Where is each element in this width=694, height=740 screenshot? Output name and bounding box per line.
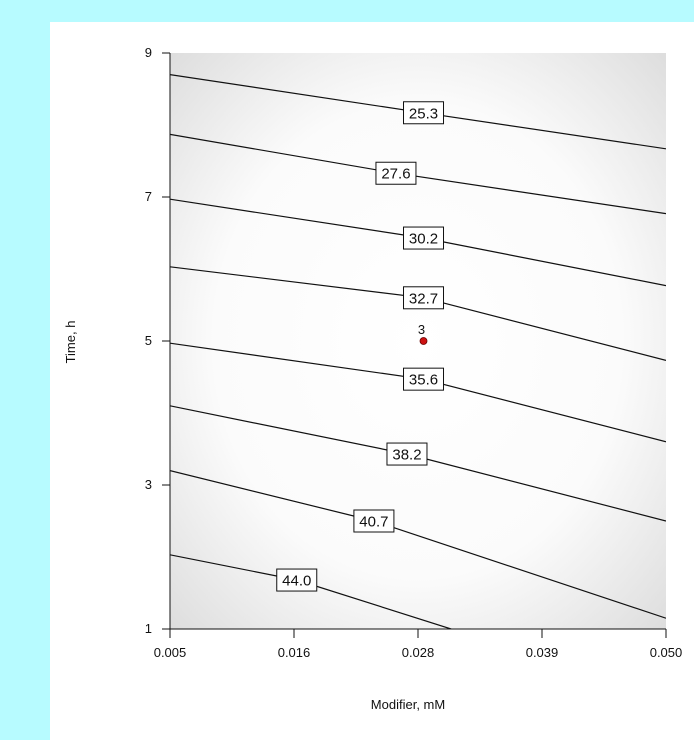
contour-label-box	[403, 286, 445, 310]
y-tick-label: 5	[145, 333, 152, 348]
chart-panel: 25.3 27.6 30.2 32.7 35.6 38.2 40.7 44.0 3 0.005…	[50, 22, 694, 740]
contour-label-box	[403, 101, 445, 125]
contour-chart: 25.3 27.6 30.2 32.7 35.6 38.2 40.7 44.0 3 0.005…	[63, 45, 683, 712]
contour-label-box	[386, 442, 428, 466]
contour-label-box	[276, 568, 318, 592]
contour-label: 32.7	[409, 290, 438, 307]
contour-label: 44.0	[282, 573, 311, 590]
contour-label: 30.2	[409, 231, 438, 248]
x-tick-label: 0.050	[650, 645, 683, 660]
contour-label: 27.6	[381, 166, 410, 183]
x-tick-label: 0.005	[154, 645, 187, 660]
y-tick-label: 3	[145, 477, 152, 492]
x-tick-label: 0.016	[278, 645, 311, 660]
design-point	[419, 337, 428, 345]
y-tick-label: 9	[145, 45, 152, 60]
y-tick-label: 7	[145, 189, 152, 204]
x-axis-title: Modifier, mM	[371, 697, 445, 712]
contour-label-box	[403, 367, 445, 391]
contour-label: 38.2	[392, 447, 421, 464]
y-tick-label: 1	[145, 621, 152, 636]
contour-label-box	[403, 226, 445, 250]
y-axis-title: Time, h	[63, 321, 78, 364]
contour-label: 40.7	[359, 514, 388, 531]
contour-label: 35.6	[409, 372, 438, 389]
contour-label-box	[353, 509, 395, 533]
design-point-label: 3	[418, 322, 425, 337]
x-tick-label: 0.028	[402, 645, 435, 660]
contour-label: 25.3	[409, 105, 438, 122]
x-tick-label: 0.039	[526, 645, 559, 660]
contour-label-box	[375, 161, 417, 185]
